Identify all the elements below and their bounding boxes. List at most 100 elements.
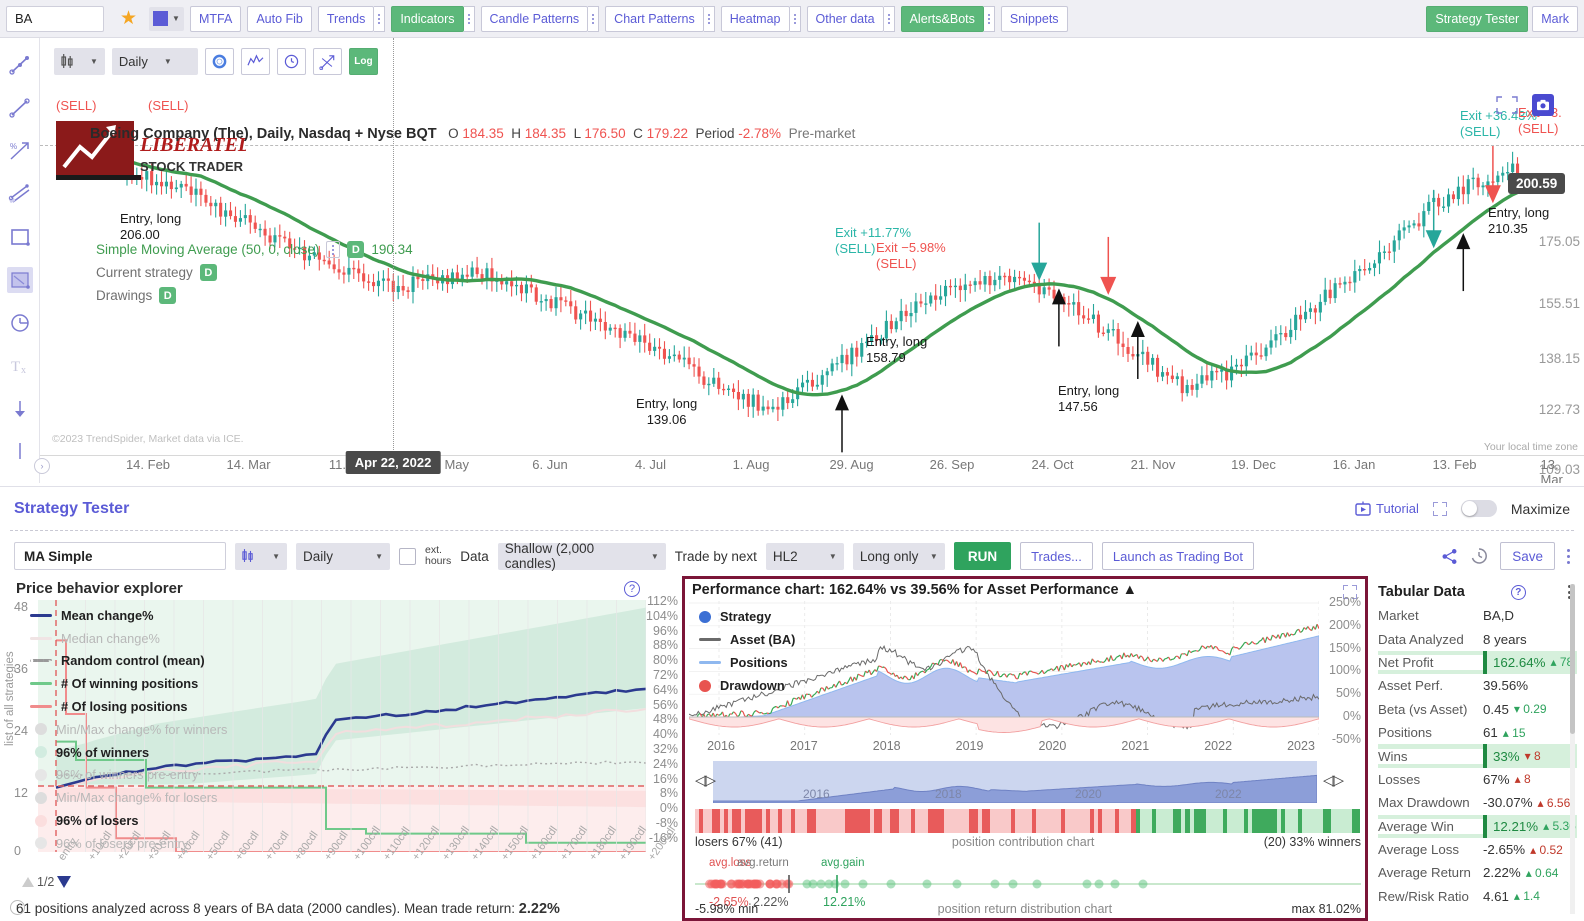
percent-arrow-icon[interactable]: %: [7, 138, 33, 164]
timeframe-select[interactable]: Daily ▼: [111, 48, 198, 75]
tutorial-button[interactable]: Tutorial: [1355, 501, 1419, 517]
toolbar-button-heatmap[interactable]: Heatmap: [720, 5, 790, 32]
vertical-dots-icon[interactable]: [1568, 585, 1571, 599]
strategies-expand-icon[interactable]: ›: [10, 900, 25, 915]
legend-row-current-strategy[interactable]: Current strategy D: [96, 264, 413, 281]
contribution-bar: [1335, 809, 1340, 833]
ext-hours-checkbox[interactable]: [399, 547, 416, 565]
ray-line-icon[interactable]: [7, 95, 33, 121]
pager-prev-icon[interactable]: [22, 877, 34, 887]
performance-legend-item[interactable]: Drawdown: [699, 674, 795, 697]
vertical-line-icon[interactable]: [7, 439, 33, 465]
toolbar-menu-icon[interactable]: [703, 5, 715, 32]
scrollbar-track[interactable]: [1570, 584, 1575, 914]
contribution-bar: [1044, 809, 1049, 833]
rectangle-icon[interactable]: [7, 224, 33, 250]
log-scale-button[interactable]: Log: [348, 48, 378, 75]
st-candle-type-select[interactable]: ▼: [235, 542, 287, 570]
expand-icon[interactable]: [1432, 501, 1447, 516]
performance-expand-icon[interactable]: [1343, 585, 1357, 599]
share-icon[interactable]: [1441, 548, 1458, 565]
toolbar-button-indicators[interactable]: Indicators: [391, 5, 464, 32]
strategy-name-input[interactable]: MA Simple: [14, 542, 226, 570]
candle-type-select[interactable]: ▼: [54, 48, 105, 75]
selection-handle-icon[interactable]: [1496, 96, 1518, 114]
chevron-down-icon: ▼: [172, 14, 180, 23]
run-button[interactable]: RUN: [953, 542, 1012, 570]
performance-legend-item[interactable]: Asset (BA): [699, 628, 795, 651]
help-icon[interactable]: ?: [1510, 584, 1526, 600]
clock-arrow-icon[interactable]: [7, 310, 33, 336]
direction-select[interactable]: Long only ▼: [852, 542, 945, 570]
camera-icon[interactable]: [1532, 94, 1554, 116]
help-icon[interactable]: ?: [624, 581, 640, 597]
range-handle-left[interactable]: ◁▷: [695, 772, 716, 789]
data-depth-select[interactable]: Shallow (2,000 candles) ▼: [497, 541, 666, 571]
trades-button[interactable]: Trades...: [1020, 542, 1093, 570]
trendline-icon[interactable]: [7, 52, 33, 78]
pbe-legend-item[interactable]: Min/Max change% for losers: [30, 786, 227, 809]
sma-menu-icon[interactable]: [326, 241, 341, 258]
ohlc-h-value: 184.35: [524, 126, 567, 141]
scrollbar-thumb[interactable]: [1570, 584, 1575, 734]
pbe-legend-item[interactable]: Mean change%: [30, 604, 227, 627]
pbe-legend-item[interactable]: Median change%: [30, 627, 227, 650]
toolbar-button-alerts-bots[interactable]: Alerts&Bots: [900, 5, 984, 32]
toolbar-button-other-data[interactable]: Other data: [806, 5, 884, 32]
symbol-input[interactable]: BA: [6, 5, 104, 32]
history-icon[interactable]: [1470, 547, 1488, 565]
pager-next-icon[interactable]: [57, 876, 72, 888]
contribution-bar: [1002, 809, 1007, 833]
pbe-legend-item[interactable]: # Of winning positions: [30, 672, 227, 695]
save-button[interactable]: Save: [1500, 542, 1555, 570]
pbe-legend-item[interactable]: Min/Max change% for winners: [30, 718, 227, 741]
filled-rectangle-icon[interactable]: [6, 267, 33, 293]
toolbar-button-snippets[interactable]: Snippets: [1000, 5, 1068, 32]
favorite-star-icon[interactable]: ★: [120, 8, 138, 29]
time-range-slider[interactable]: 2016 2018 2020 2022: [713, 761, 1317, 803]
pbe-legend-item[interactable]: 96% of winners: [30, 741, 227, 764]
pbe-legend-item[interactable]: 96% of losers pre-entry: [30, 832, 227, 855]
pbe-legend-item[interactable]: 96% of winners pre-entry: [30, 764, 227, 787]
pbe-pager[interactable]: 1/2: [22, 875, 72, 889]
toolbar-menu-icon[interactable]: [588, 5, 600, 32]
st-timeframe-select[interactable]: Daily ▼: [296, 542, 390, 570]
more-options-icon[interactable]: [1567, 548, 1570, 564]
contribution-bar: [1035, 809, 1040, 833]
pbe-legend-item[interactable]: Random control (mean): [30, 650, 227, 673]
toolbar-menu-icon[interactable]: [983, 5, 995, 32]
toolbar-button-mark[interactable]: Mark: [1532, 5, 1578, 32]
toolbar-menu-icon[interactable]: [883, 5, 895, 32]
toolbar-button-candle-patterns[interactable]: Candle Patterns: [480, 5, 589, 32]
toolbar-button-chart-patterns[interactable]: Chart Patterns: [605, 5, 704, 32]
range-handle-right[interactable]: ◁▷: [1323, 772, 1344, 789]
launch-bot-button[interactable]: Launch as Trading Bot: [1101, 542, 1255, 570]
price-chart[interactable]: ▼ Daily ▼ Log: [40, 38, 1584, 483]
toolbar-button-trends[interactable]: Trends: [317, 5, 375, 32]
toolbar-button-strategy-tester[interactable]: Strategy Tester: [1426, 5, 1529, 32]
parallel-channel-icon[interactable]: [7, 181, 33, 207]
pbe-legend-item[interactable]: # Of losing positions: [30, 695, 227, 718]
clock-icon[interactable]: [276, 48, 306, 75]
maximize-toggle[interactable]: [1460, 500, 1497, 517]
magnet-icon[interactable]: [312, 48, 342, 75]
toolbar-menu-icon[interactable]: [463, 5, 475, 32]
rail-collapse-icon[interactable]: ›: [34, 458, 50, 474]
gear-icon[interactable]: [204, 48, 234, 75]
legend-row-sma[interactable]: Simple Moving Average (50, 0, close) D 1…: [96, 241, 413, 258]
toolbar-menu-icon[interactable]: [374, 5, 386, 32]
performance-legend-item[interactable]: Strategy: [699, 605, 795, 628]
color-picker[interactable]: ▼: [149, 6, 184, 31]
arrow-down-icon[interactable]: [7, 396, 33, 422]
toolbar-button-auto-fib[interactable]: Auto Fib: [247, 5, 312, 32]
contribution-bar: [1123, 809, 1128, 833]
performance-legend-item[interactable]: Positions: [699, 651, 795, 674]
toolbar-menu-icon[interactable]: [789, 5, 801, 32]
line-chart-icon[interactable]: [240, 48, 270, 75]
trade-by-next-select[interactable]: HL2 ▼: [765, 542, 844, 570]
toolbar-button-mtfa[interactable]: MTFA: [189, 5, 242, 32]
pbe-legend-item[interactable]: 96% of losers: [30, 809, 227, 832]
legend-row-drawings[interactable]: Drawings D: [96, 287, 413, 304]
